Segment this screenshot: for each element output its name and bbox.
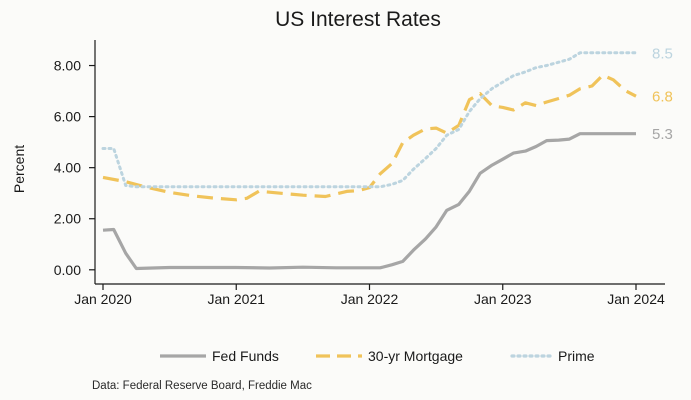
legend-label-fed-funds: Fed Funds bbox=[212, 348, 279, 364]
chart-title: US Interest Rates bbox=[275, 8, 441, 31]
y-tick-label: 2.00 bbox=[54, 211, 81, 227]
series-lines bbox=[101, 51, 638, 271]
end-label-30-yr-mortgage: 6.8 bbox=[652, 89, 673, 106]
x-tick-label: Jan 2021 bbox=[207, 291, 265, 307]
y-axis-label: Percent bbox=[11, 145, 27, 193]
end-label-fed-funds: 5.3 bbox=[652, 126, 673, 143]
y-tick-label: 4.00 bbox=[54, 160, 81, 176]
x-tick-label: Jan 2023 bbox=[474, 291, 532, 307]
y-ticks: 0.00 2.00 4.00 6.00 8.00 bbox=[54, 58, 95, 278]
legend-label-prime: Prime bbox=[558, 348, 595, 364]
series-line-30-yr-mortgage bbox=[102, 73, 637, 202]
legend: Fed Funds 30-yr Mortgage Prime bbox=[160, 348, 595, 364]
series-line-prime bbox=[101, 51, 638, 189]
x-tick-label: Jan 2024 bbox=[607, 291, 665, 307]
y-tick-label: 6.00 bbox=[54, 109, 81, 125]
end-labels: 5.3 6.8 8.5 bbox=[652, 45, 673, 143]
x-tick-label: Jan 2022 bbox=[341, 291, 399, 307]
x-tick-label: Jan 2020 bbox=[74, 291, 132, 307]
source-note: Data: Federal Reserve Board, Freddie Mac bbox=[92, 380, 312, 392]
end-label-prime: 8.5 bbox=[652, 45, 673, 62]
y-tick-label: 8.00 bbox=[54, 58, 81, 74]
y-tick-label: 0.00 bbox=[54, 262, 81, 278]
series-line-fed-funds bbox=[102, 132, 636, 271]
x-ticks: Jan 2020 Jan 2021 Jan 2022 Jan 2023 Jan 2024 bbox=[74, 284, 665, 307]
legend-label-30-yr-mortgage: 30-yr Mortgage bbox=[368, 348, 463, 364]
